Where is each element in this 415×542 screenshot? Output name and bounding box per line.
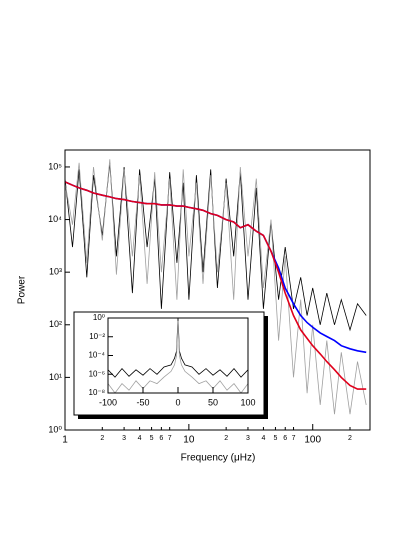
x-tick-label: 3 (246, 435, 250, 442)
x-tick-label: 50 (208, 397, 218, 407)
x-tick-label: 4 (261, 435, 265, 442)
y-tick-label: 10⁰ (93, 313, 105, 322)
y-tick-label: 10⁻⁸ (89, 388, 106, 397)
y-tick-label: 10⁰ (48, 424, 62, 434)
x-tick-label: 100 (304, 435, 321, 446)
y-tick-label: 10⁻² (89, 332, 105, 341)
x-tick-label: -50 (136, 397, 149, 407)
series-line (108, 320, 248, 393)
x-tick-label: 2 (224, 435, 228, 442)
x-tick-label: 3 (122, 435, 126, 442)
x-tick-label: -100 (99, 397, 117, 407)
x-tick-label: 10 (183, 435, 195, 446)
y-tick-label: 10¹ (49, 372, 62, 382)
x-tick-label: 5 (150, 435, 154, 442)
x-tick-label: 6 (159, 435, 163, 442)
x-tick-label: 7 (168, 435, 172, 442)
series-line (65, 159, 367, 415)
x-tick-label: 100 (240, 397, 255, 407)
y-tick-label: 10⁴ (48, 214, 62, 224)
y-tick-label: 10⁻⁶ (89, 369, 105, 378)
x-axis-label: Frequency (μHz) (181, 453, 256, 464)
inset-plot: 10⁰ 10⁻² 10⁻⁴ 10⁻⁶ 10⁻⁸-100 -50 0 50 100 (88, 313, 255, 407)
x-tick-label: 2 (100, 435, 104, 442)
y-tick-label: 10² (49, 319, 62, 329)
plot-area (108, 318, 248, 393)
x-tick-label: 6 (283, 435, 287, 442)
plot-frame (64, 149, 371, 431)
x-tick-label: 1 (62, 435, 68, 446)
y-tick-label: 10⁻⁴ (88, 351, 105, 360)
y-axis-label: Power (17, 275, 28, 304)
x-tick-label: 4 (138, 435, 142, 442)
x-tick-label: 5 (273, 435, 277, 442)
series-line (108, 318, 248, 378)
x-tick-label: 0 (175, 397, 180, 407)
y-tick-label: 10³ (49, 267, 62, 277)
x-tick-label: 7 (292, 435, 296, 442)
series-line (65, 181, 367, 390)
plot-area (65, 159, 367, 415)
x-tick-label: 2 (348, 435, 352, 442)
inset-box (73, 311, 265, 416)
y-tick-label: 10⁵ (48, 161, 62, 171)
